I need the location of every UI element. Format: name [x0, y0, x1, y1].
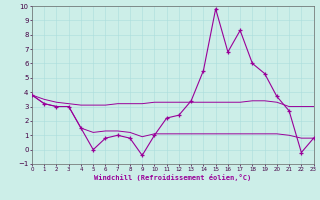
X-axis label: Windchill (Refroidissement éolien,°C): Windchill (Refroidissement éolien,°C) [94, 174, 252, 181]
